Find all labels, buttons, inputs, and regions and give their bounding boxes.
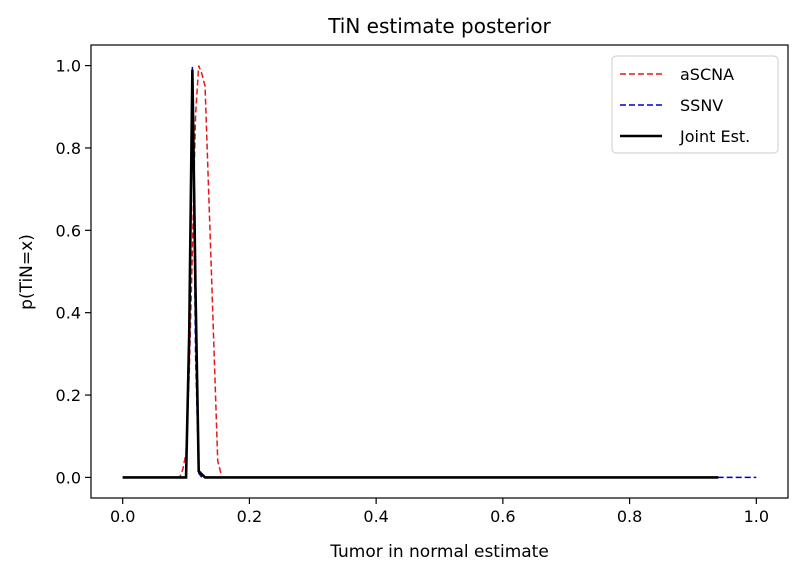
x-tick-label: 0.6 <box>490 507 515 526</box>
y-tick-label: 0.0 <box>56 468 81 487</box>
y-tick-label: 1.0 <box>56 57 81 76</box>
series-line-ascna <box>122 65 222 479</box>
x-tick-label: 0.0 <box>110 507 135 526</box>
chart-title: TiN estimate posterior <box>327 14 551 38</box>
y-axis-label: p(TiN=x) <box>17 234 37 310</box>
x-axis-label: Tumor in normal estimate <box>329 542 549 562</box>
legend-label: Joint Est. <box>679 127 750 146</box>
x-tick-label: 0.8 <box>617 507 642 526</box>
legend-label: aSCNA <box>680 65 734 84</box>
x-ticks: 0.0 0.2 0.4 0.6 0.8 1.0 <box>110 498 769 526</box>
y-tick-label: 0.2 <box>56 386 81 405</box>
x-tick-label: 0.4 <box>363 507 388 526</box>
legend: aSCNA SSNV Joint Est. <box>611 55 779 154</box>
legend-box <box>611 55 779 154</box>
plot-lines <box>122 65 757 479</box>
y-ticks: 0.0 0.2 0.4 0.6 0.8 1.0 <box>56 57 91 487</box>
x-tick-label: 1.0 <box>744 507 769 526</box>
x-tick-label: 0.2 <box>237 507 262 526</box>
y-tick-label: 0.4 <box>56 304 81 323</box>
y-tick-label: 0.8 <box>56 139 81 158</box>
y-tick-label: 0.6 <box>56 221 81 240</box>
series-line-joint-est <box>122 69 719 479</box>
plot-frame <box>90 44 789 499</box>
legend-label: SSNV <box>680 96 723 115</box>
